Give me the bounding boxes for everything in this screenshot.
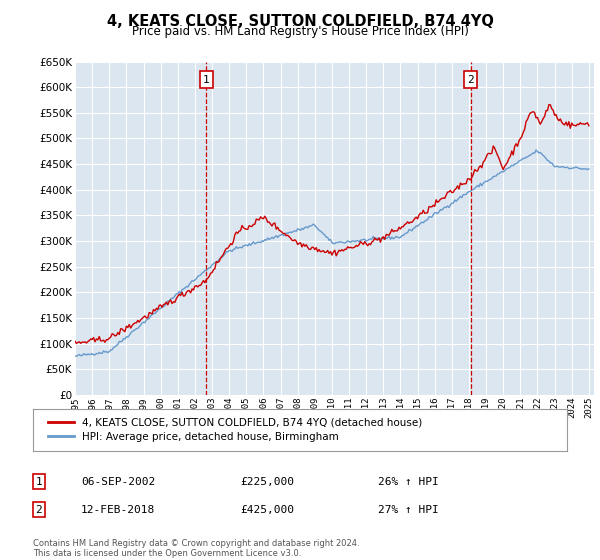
Text: 06-SEP-2002: 06-SEP-2002: [81, 477, 155, 487]
Text: Price paid vs. HM Land Registry's House Price Index (HPI): Price paid vs. HM Land Registry's House …: [131, 25, 469, 38]
Text: Contains HM Land Registry data © Crown copyright and database right 2024.
This d: Contains HM Land Registry data © Crown c…: [33, 539, 359, 558]
Text: £425,000: £425,000: [240, 505, 294, 515]
Text: 4, KEATS CLOSE, SUTTON COLDFIELD, B74 4YQ: 4, KEATS CLOSE, SUTTON COLDFIELD, B74 4Y…: [107, 14, 493, 29]
Text: £225,000: £225,000: [240, 477, 294, 487]
Text: 12-FEB-2018: 12-FEB-2018: [81, 505, 155, 515]
Text: 26% ↑ HPI: 26% ↑ HPI: [378, 477, 439, 487]
Text: 2: 2: [467, 74, 474, 85]
Text: 27% ↑ HPI: 27% ↑ HPI: [378, 505, 439, 515]
Text: 2: 2: [35, 505, 43, 515]
Text: 1: 1: [35, 477, 43, 487]
Legend: 4, KEATS CLOSE, SUTTON COLDFIELD, B74 4YQ (detached house), HPI: Average price, : 4, KEATS CLOSE, SUTTON COLDFIELD, B74 4Y…: [44, 413, 427, 446]
Text: 1: 1: [203, 74, 210, 85]
